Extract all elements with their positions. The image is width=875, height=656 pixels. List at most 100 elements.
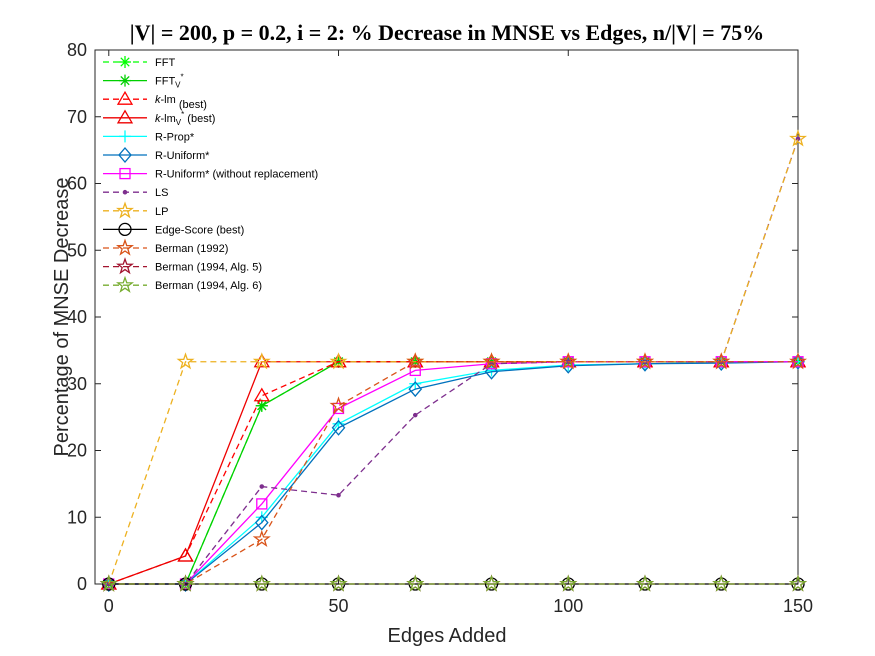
y-axis-label: Percentage of MNSE Decrease: [51, 177, 73, 456]
legend-label: k-lm (best): [155, 94, 207, 111]
legend-label: R-Uniform*: [155, 150, 210, 162]
data-point: [712, 574, 731, 592]
legend-label: LS: [155, 187, 168, 199]
data-point: [252, 352, 271, 370]
y-tick-label: 0: [77, 574, 87, 594]
series-line: [108, 361, 798, 585]
data-point: [176, 574, 195, 592]
y-tick-label: 20: [67, 441, 87, 461]
legend-marker: [116, 90, 134, 105]
data-point: [788, 574, 808, 592]
data-point: [409, 377, 422, 390]
legend-marker: [118, 222, 132, 237]
legend-entry: Edge-Score (best): [103, 222, 244, 237]
legend-entry: LP: [103, 201, 168, 219]
data-point: [788, 352, 808, 370]
series-12: [99, 574, 808, 592]
legend-label: LP: [155, 206, 168, 218]
series-line: [108, 361, 799, 585]
x-axis-label: Edges Added: [388, 625, 507, 647]
legend-marker: [119, 167, 131, 180]
legend-entry: k-lmV* (best): [103, 109, 215, 127]
data-point: [406, 574, 425, 592]
data-point: [484, 363, 499, 380]
legend-marker: [115, 201, 135, 219]
legend-entry: LS: [103, 187, 168, 199]
legend-marker: [116, 109, 134, 124]
legend-label: FFTV*: [155, 73, 184, 90]
axis-ticks: 0 50 100 150 0 10 20 30 40 50 60 70 80: [67, 40, 813, 616]
data-point: [635, 574, 655, 592]
x-tick-label: 0: [104, 596, 114, 616]
data-point: [99, 574, 118, 592]
data-point: [329, 352, 348, 370]
data-point: [412, 412, 418, 418]
x-tick-label: 50: [329, 596, 349, 616]
legend-label: k-lmV* (best): [155, 110, 215, 127]
legend-label: Berman (1992): [155, 243, 228, 255]
legend-marker: [118, 147, 132, 163]
data-point: [254, 514, 269, 531]
legend-label: FFT: [155, 57, 175, 69]
data-point: [253, 353, 270, 368]
chart-title: |V| = 200, p = 0.2, i = 2: % Decrease in…: [130, 20, 764, 45]
legend-marker: [115, 257, 135, 275]
series-line: [108, 361, 798, 585]
legend-marker: [115, 238, 135, 256]
data-point: [256, 498, 268, 510]
data-point: [407, 353, 424, 368]
legend-label: R-Prop*: [155, 131, 195, 143]
data-point: [176, 352, 195, 370]
legend-entry: Berman (1994, Alg. 5): [103, 257, 262, 275]
data-point: [259, 484, 265, 489]
legend: FFT FFTV* k-lm (best)k-lmV* (best) R-Prop* R…: [103, 56, 318, 293]
legend-label: Berman (1994, Alg. 5): [155, 262, 262, 274]
data-point: [482, 574, 501, 592]
data-point: [252, 574, 271, 592]
legend-label: Edge-Score (best): [155, 224, 244, 236]
data-point: [635, 352, 655, 370]
data-point: [408, 381, 423, 398]
plot-area: [94, 49, 799, 585]
legend-entry: k-lm (best): [103, 90, 207, 111]
data-point: [561, 357, 576, 374]
legend-label: Berman (1994, Alg. 6): [155, 280, 262, 292]
data-point: [559, 574, 578, 592]
series-layer: [99, 129, 808, 592]
data-point: [712, 352, 731, 370]
data-point: [714, 355, 729, 372]
legend-marker: [119, 74, 131, 87]
data-point: [336, 492, 341, 498]
x-tick-label: 150: [783, 596, 813, 616]
data-point: [252, 529, 271, 547]
data-point: [329, 396, 348, 414]
y-tick-label: 40: [67, 307, 87, 327]
legend-entry: FFTV*: [103, 73, 184, 90]
legend-marker: [122, 189, 128, 195]
legend-entry: R-Uniform*: [103, 147, 210, 163]
data-point: [406, 352, 425, 370]
y-tick-label: 80: [67, 40, 87, 60]
data-point: [253, 387, 270, 402]
data-point: [331, 419, 346, 436]
legend-label: R-Uniform* (without replacement): [155, 169, 318, 181]
x-tick-label: 100: [553, 596, 583, 616]
y-tick-label: 50: [67, 240, 87, 260]
data-point: [177, 547, 194, 562]
legend-marker: [119, 56, 131, 68]
y-tick-label: 30: [67, 374, 87, 394]
legend-marker: [119, 130, 131, 143]
data-point: [329, 574, 348, 592]
legend-entry: R-Prop*: [103, 130, 195, 143]
legend-entry: R-Uniform* (without replacement): [103, 167, 318, 181]
data-point: [482, 352, 501, 370]
legend-entry: Berman (1994, Alg. 6): [103, 275, 262, 293]
legend-marker: [115, 275, 135, 293]
data-point: [788, 129, 808, 147]
legend-entry: FFT: [103, 56, 175, 69]
legend-entry: Berman (1992): [103, 238, 228, 256]
y-tick-label: 60: [67, 174, 87, 194]
data-point: [255, 399, 268, 412]
data-point: [332, 402, 345, 415]
